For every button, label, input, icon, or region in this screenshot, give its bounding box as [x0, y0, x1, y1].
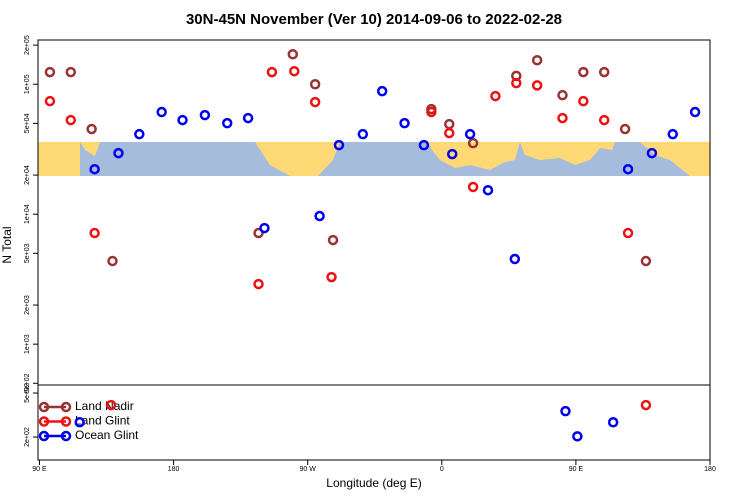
x-tick-label: 180 [168, 466, 180, 473]
point [253, 227, 264, 239]
upper-frame [37, 39, 711, 386]
y-tick-label: 5e+02 [24, 383, 31, 403]
point [326, 271, 337, 283]
y-tick-label: 5e+03 [24, 243, 31, 263]
legend-marker [60, 430, 72, 442]
point [443, 127, 455, 139]
point [253, 278, 264, 290]
point [314, 210, 325, 222]
legend-marker [38, 416, 50, 427]
point [482, 184, 494, 196]
x-axis-label: Longitude (deg E) [326, 476, 421, 490]
point [640, 399, 652, 411]
point [65, 66, 77, 78]
legend-label: Ocean Glint [75, 428, 139, 442]
legend-marker [60, 416, 72, 427]
legend-marker [38, 401, 50, 413]
point [560, 405, 571, 417]
point [646, 147, 658, 159]
point [622, 163, 634, 175]
x-tick-label: 90 E [569, 466, 584, 473]
point [327, 234, 339, 246]
point [578, 66, 589, 78]
x-tick-label: 180 [704, 466, 716, 473]
y-axis-label: N Total [0, 226, 14, 263]
y-tick-label: 2e+04 [24, 165, 31, 185]
point [89, 227, 100, 239]
point [156, 106, 167, 118]
point [607, 417, 619, 428]
legend-marker [38, 430, 50, 442]
point [689, 106, 701, 118]
point [177, 114, 188, 126]
point [44, 95, 56, 107]
map-band [38, 142, 710, 176]
point [667, 128, 678, 140]
y-tick-label: 1e+05 [24, 74, 31, 94]
point [289, 65, 300, 77]
point [578, 95, 589, 107]
y-tick-label: 1e+04 [24, 204, 31, 224]
legend-label: Land Glint [75, 414, 130, 428]
point [266, 66, 278, 78]
point [107, 255, 118, 267]
point [333, 139, 345, 151]
point [467, 181, 479, 193]
point [467, 137, 479, 149]
lower-frame [37, 384, 711, 461]
point [199, 109, 211, 121]
point [426, 106, 437, 118]
y-tick-label: 1e+03 [24, 334, 31, 354]
point [531, 80, 543, 91]
point [357, 128, 369, 140]
point [242, 112, 254, 124]
y-tick-label: 5e+02 [24, 373, 31, 393]
point [86, 123, 97, 135]
point [134, 128, 145, 140]
y-tick-label: 5e+04 [24, 113, 31, 133]
point [572, 431, 583, 442]
point [509, 253, 521, 265]
y-tick-label: 2e+05 [24, 35, 31, 55]
point [105, 399, 117, 411]
point [557, 89, 568, 101]
point [259, 222, 270, 234]
point [557, 112, 568, 124]
point [511, 77, 522, 89]
point [89, 163, 100, 175]
legend-label: Land Nadir [75, 399, 134, 413]
point [113, 147, 124, 159]
point [418, 139, 430, 151]
x-tick-label: 90 W [300, 466, 317, 473]
point [622, 227, 634, 239]
point [376, 85, 388, 97]
legend-marker [60, 401, 72, 413]
point [619, 123, 631, 135]
x-tick-label: 90 E [32, 466, 47, 473]
point [464, 128, 476, 140]
point [65, 114, 77, 126]
point [598, 66, 610, 78]
y-tick-label: 2e+02 [24, 427, 31, 447]
point [598, 114, 610, 126]
point [399, 117, 410, 129]
point [74, 417, 85, 428]
chart-title: 30N-45N November (Ver 10) 2014-09-06 to … [186, 11, 562, 28]
point [490, 90, 501, 102]
point [309, 78, 321, 90]
point [443, 118, 455, 130]
point [531, 54, 543, 66]
point [287, 49, 299, 60]
y-tick-label: 2e+03 [24, 295, 31, 315]
x-tick-label: 0 [440, 466, 444, 473]
point [309, 96, 321, 108]
point [640, 255, 652, 267]
point [44, 66, 56, 78]
point [221, 117, 233, 129]
point [446, 148, 458, 160]
